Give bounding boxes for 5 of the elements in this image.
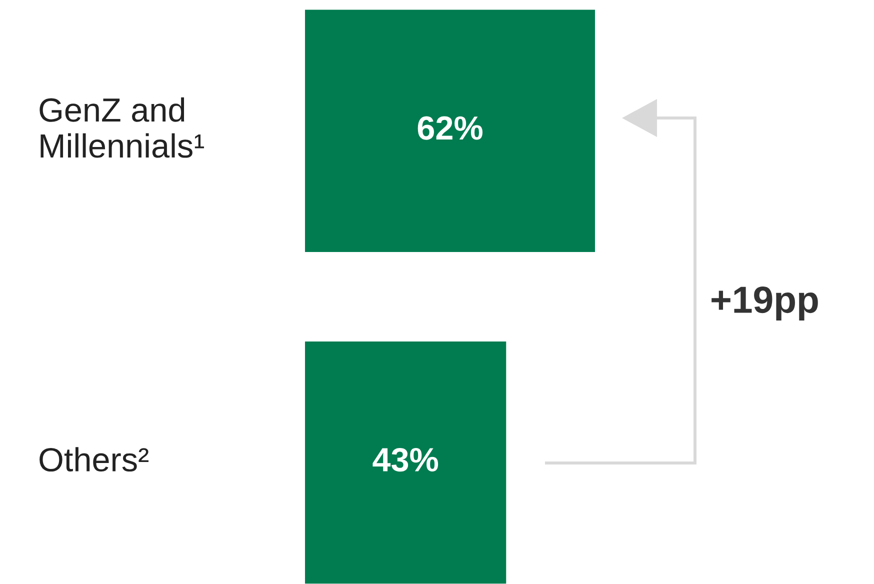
y-tick-label: GenZ and Millennials¹ [40, 97, 204, 158]
data-label: 43% [372, 448, 438, 472]
y-tick-label: Others² [40, 447, 148, 472]
text: +19pp [712, 286, 818, 320]
data-label: 62% [418, 116, 482, 140]
